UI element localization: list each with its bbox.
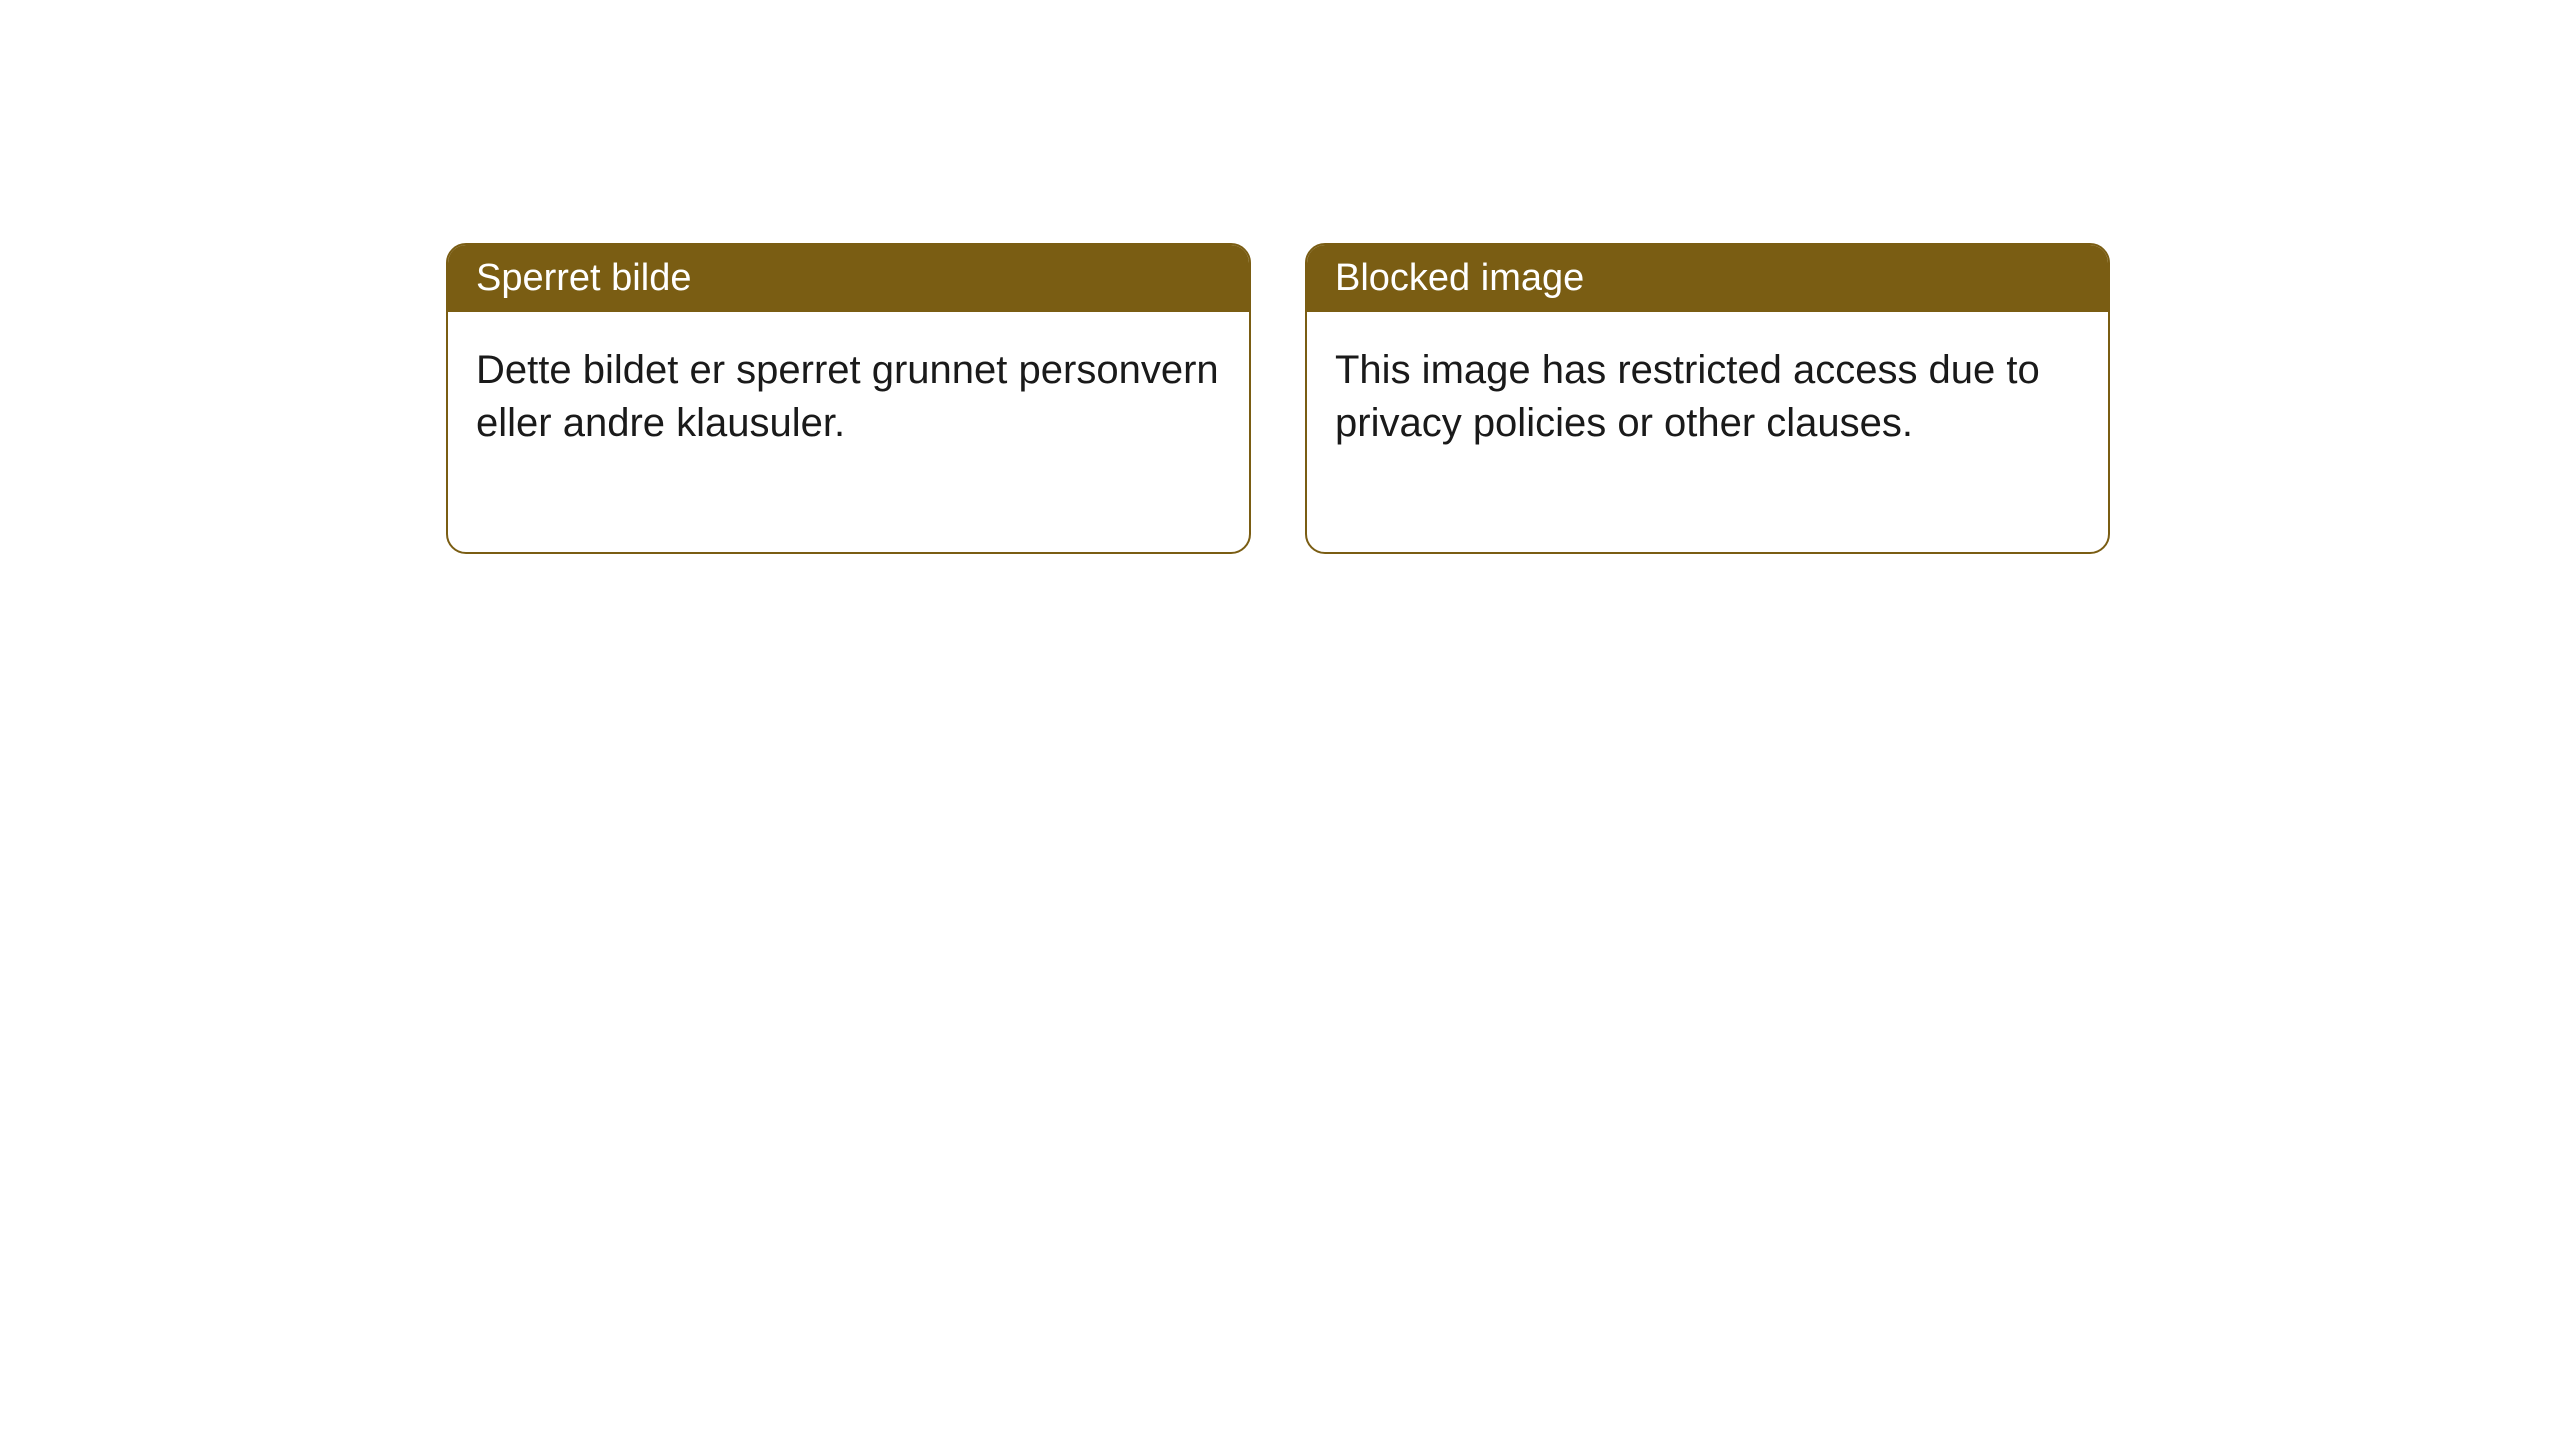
notice-body: This image has restricted access due to … [1307, 312, 2108, 552]
notice-card-norwegian: Sperret bilde Dette bildet er sperret gr… [446, 243, 1251, 554]
notice-cards-container: Sperret bilde Dette bildet er sperret gr… [446, 243, 2110, 554]
notice-title: Blocked image [1307, 245, 2108, 312]
notice-title: Sperret bilde [448, 245, 1249, 312]
notice-body: Dette bildet er sperret grunnet personve… [448, 312, 1249, 552]
notice-card-english: Blocked image This image has restricted … [1305, 243, 2110, 554]
